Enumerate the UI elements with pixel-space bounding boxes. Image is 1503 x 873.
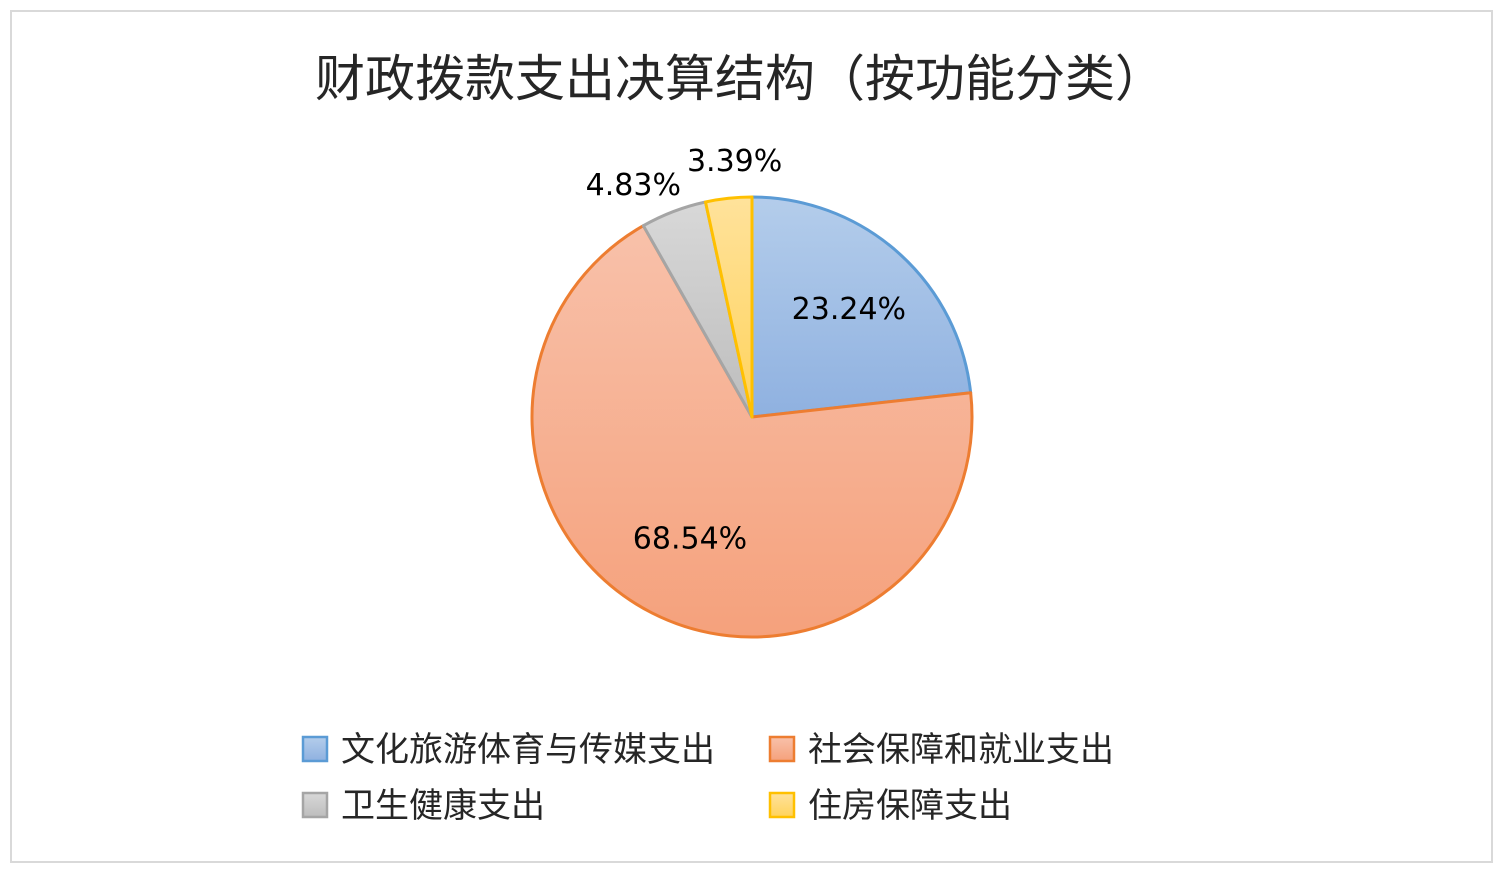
legend-label-3: 卫生健康支出 [341, 786, 545, 826]
pie-slice-2 [530, 224, 974, 639]
legend-label-2: 社会保障和就业支出 [808, 730, 1114, 770]
pie-slices [530, 195, 974, 639]
legend-swatch-2 [768, 735, 796, 763]
data-label-1: 23.24% [792, 292, 906, 327]
data-label-3: 4.83% [586, 168, 681, 203]
legend-swatch-1 [301, 735, 329, 763]
legend-item-3: 卫生健康支出 [301, 786, 545, 826]
data-label-2: 68.54% [633, 521, 747, 556]
pie-data-labels: 23.24% 68.54% 4.83%3.39% [586, 144, 906, 556]
legend-item-4: 住房保障支出 [768, 786, 1012, 826]
legend-label-4: 住房保障支出 [808, 786, 1012, 826]
legend-swatch-4 [768, 791, 796, 819]
legend-swatch-3 [301, 791, 329, 819]
data-label-4: 3.39% [687, 144, 782, 179]
legend-item-2: 社会保障和就业支出 [768, 730, 1114, 770]
legend-item-1: 文化旅游体育与传媒支出 [301, 730, 715, 770]
legend-label-1: 文化旅游体育与传媒支出 [341, 730, 715, 770]
chart-title: 财政拨款支出决算结构（按功能分类） [315, 50, 1165, 108]
pie-slice-1 [750, 195, 973, 419]
pie-slice-4 [703, 195, 754, 419]
